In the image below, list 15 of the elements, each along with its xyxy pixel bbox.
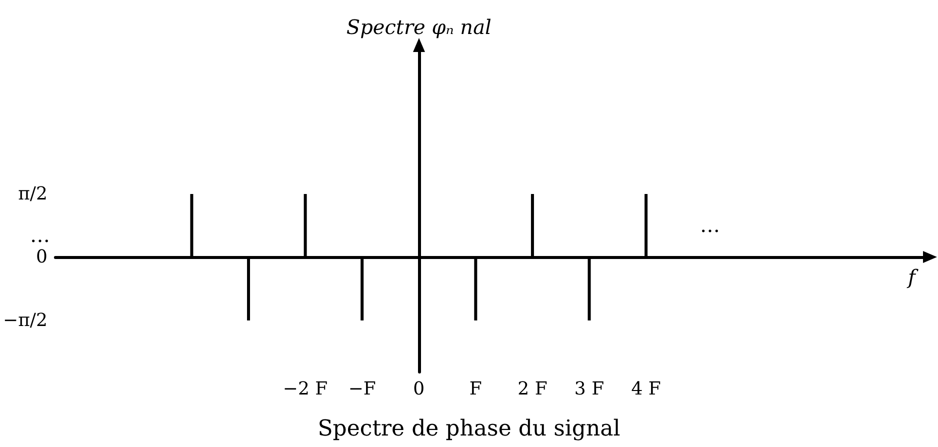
x-tick-label: 2 F bbox=[518, 378, 548, 400]
x-tick-label: −F bbox=[348, 378, 376, 400]
x-tick-label: 0 bbox=[413, 378, 425, 400]
text: … bbox=[30, 223, 50, 247]
x-tick-label: F bbox=[469, 378, 482, 400]
y-tick-label: π/2 bbox=[18, 184, 48, 205]
y-tick-label: −π/2 bbox=[2, 310, 48, 331]
annotation: … bbox=[700, 213, 720, 237]
x-tick-label: 4 F bbox=[631, 378, 661, 400]
x-tick-label: 3 F bbox=[574, 378, 604, 400]
x-tick-label: −2 F bbox=[282, 378, 328, 400]
y-axis-title: Spectre φₙ nal bbox=[346, 15, 492, 39]
y-tick-label: 0 bbox=[36, 246, 48, 268]
text: Spectre de phase du signal bbox=[318, 416, 620, 442]
x-axis-title: f bbox=[906, 265, 919, 290]
